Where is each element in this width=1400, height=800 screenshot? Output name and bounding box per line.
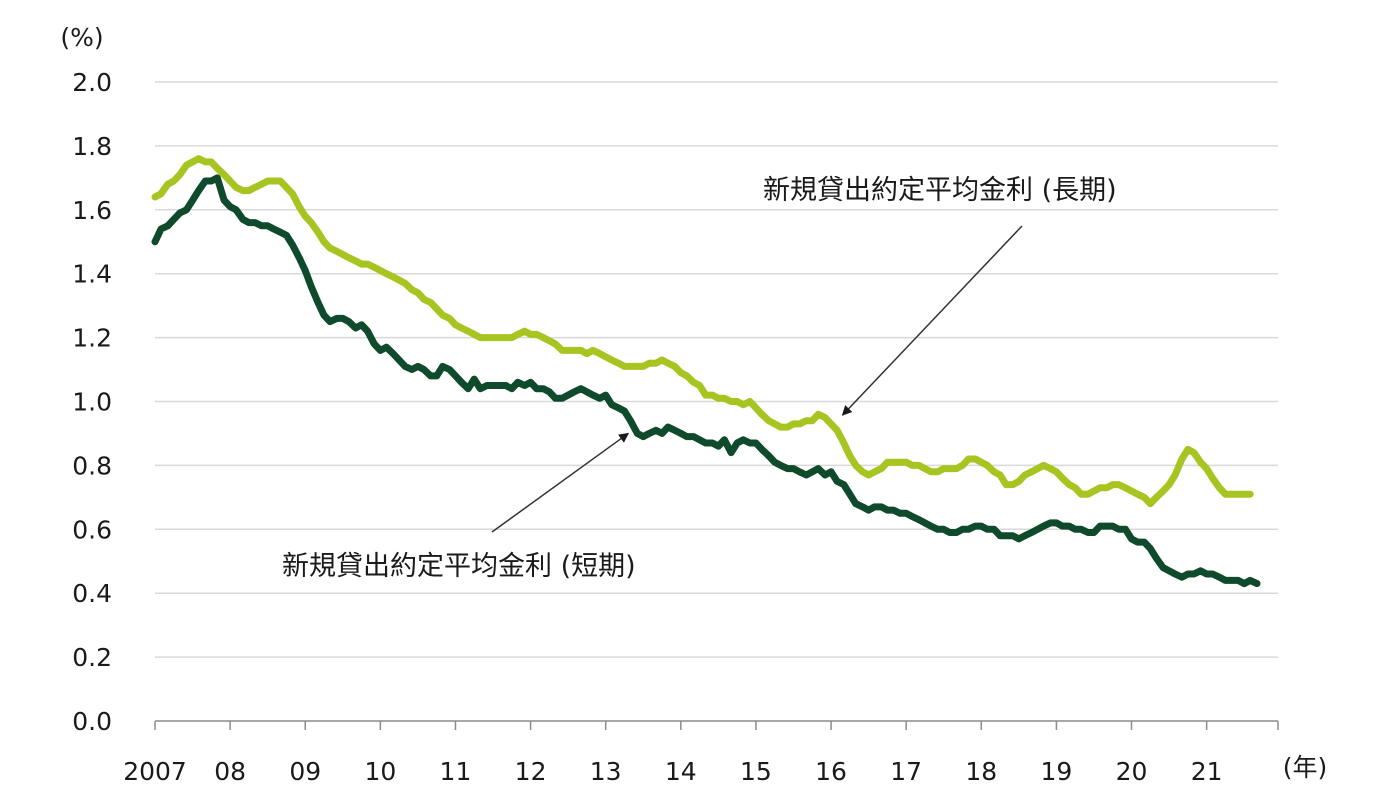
y-tick-label: 1.2 [72, 324, 112, 353]
x-tick-label: 11 [440, 757, 472, 786]
x-tick-label: 2007 [123, 757, 187, 786]
x-tick-label: 19 [1040, 757, 1072, 786]
x-tick-label: 09 [289, 757, 321, 786]
x-tick-label: 21 [1191, 757, 1223, 786]
axes [154, 720, 1279, 730]
y-tick-label: 0.8 [72, 451, 112, 480]
x-axis-unit: (年) [1283, 753, 1328, 782]
y-tick-label: 1.0 [72, 388, 112, 417]
long-term-arrow [841, 225, 1023, 416]
x-tick-label: 08 [214, 757, 246, 786]
y-tick-labels: 0.0 0.2 0.4 0.6 0.8 1.0 1.2 1.4 1.6 1.8 2.0 [72, 68, 112, 736]
x-tick-label: 13 [590, 757, 622, 786]
y-tick-label: 0.2 [72, 643, 112, 672]
x-tick-label: 15 [740, 757, 772, 786]
long-term-rate-line [151, 155, 1254, 508]
x-tick-label: 18 [965, 757, 997, 786]
y-tick-label: 0.4 [72, 579, 112, 608]
y-tick-label: 0.0 [72, 707, 112, 736]
x-tick-label: 10 [364, 757, 396, 786]
x-tick-label: 16 [815, 757, 847, 786]
x-tick-label: 12 [515, 757, 547, 786]
y-tick-label: 2.0 [72, 68, 112, 97]
y-tick-label: 1.6 [72, 196, 112, 225]
y-tick-label: 1.4 [72, 260, 112, 289]
short-term-rate-line [151, 174, 1261, 588]
x-tick-label: 14 [665, 757, 697, 786]
x-tick-labels: 2007 08 09 10 11 12 13 14 15 16 17 18 19 20 21 [123, 757, 1222, 786]
series [151, 155, 1261, 588]
y-tick-label: 0.6 [72, 515, 112, 544]
y-tick-label: 1.8 [72, 132, 112, 161]
long-term-rate-label: 新規貸出約定平均金利 (長期) [763, 175, 1117, 206]
annotations: 新規貸出約定平均金利 (長期) 新規貸出約定平均金利 (短期) [282, 175, 1117, 582]
y-axis-unit: (%) [60, 23, 103, 52]
x-tick-label: 20 [1116, 757, 1148, 786]
gridlines [155, 81, 1278, 658]
short-term-rate-label: 新規貸出約定平均金利 (短期) [282, 551, 636, 582]
x-tick-label: 17 [890, 757, 922, 786]
short-term-arrow [491, 432, 630, 533]
